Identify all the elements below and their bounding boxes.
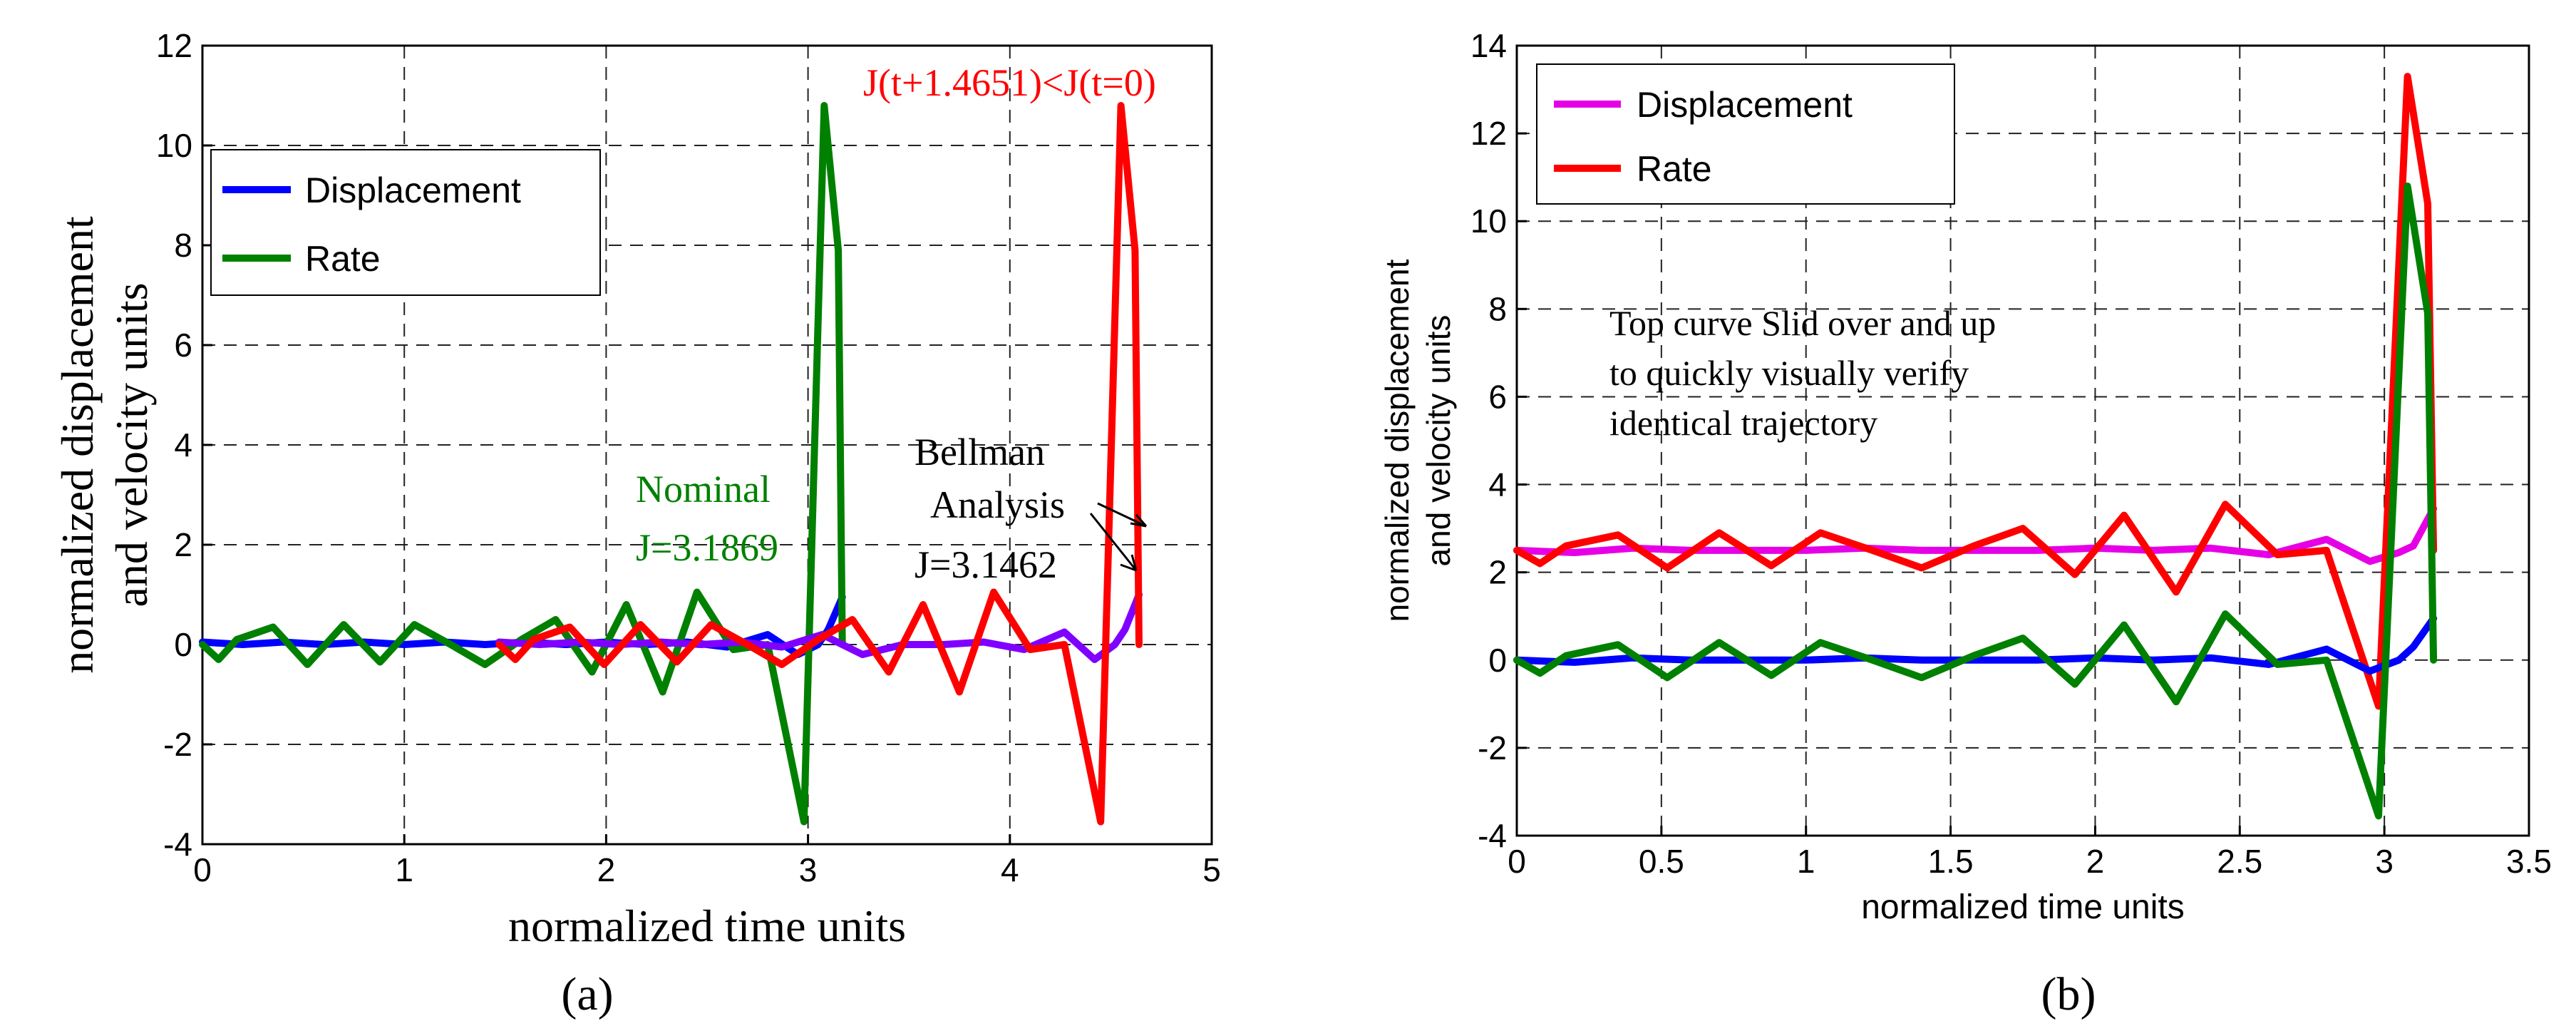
panel-a-x-tick-label: 3 (799, 851, 818, 888)
panel-b-y-tick-label: 2 (1488, 554, 1507, 591)
panel-a-series (199, 102, 1143, 826)
panel-b-legend-label-1: Displacement (1637, 85, 1853, 125)
panel-b-legend-label-2: Rate (1637, 149, 1712, 189)
annotation-nominal-cost: J=3.1869 (636, 526, 778, 569)
panel-a-x-axis-title: normalized time units (508, 901, 906, 951)
panel-a-y-tick-label: 0 (174, 626, 192, 663)
panel-a-y-tick-label: 2 (174, 526, 192, 563)
panel-b-x-axis-title: normalized time units (1861, 888, 2185, 926)
panel-a-y-ticks: -4 -2 0 2 4 6 8 10 12 (156, 27, 212, 863)
annotation-bellman-cost: J=3.1462 (915, 543, 1057, 586)
annotation-bellman-improvement: J(t+1.4651)<J(t=0) (863, 61, 1156, 104)
panel-b-x-tick-label: 2.5 (2217, 843, 2262, 880)
panel-a-y-tick-label: -2 (163, 726, 192, 763)
panel-a-y-tick-label: 10 (156, 127, 192, 164)
annotation-bellman: Bellman (915, 431, 1045, 473)
panel-a-x-tick-label: 2 (597, 851, 616, 888)
panel-a-series-rate-nominal (199, 102, 846, 826)
panel-a-x-ticks: 0 1 2 3 4 5 (193, 834, 1221, 888)
panel-a-y-tick-label: -4 (163, 826, 192, 863)
panel-b-x-tick-label: 1 (1797, 843, 1815, 880)
panel-b-y-ticks: -4 -2 0 2 4 6 8 10 12 14 (1470, 27, 1527, 854)
panel-a-y-axis-title-line-2: and velocity units (106, 282, 157, 607)
panel-a-y-tick-label: 6 (174, 327, 192, 364)
panel-b-y-axis-title: normalized displacement and velocity uni… (1379, 259, 1457, 622)
panel-b-legend: Displacement Rate (1536, 63, 1955, 205)
panel-a-y-tick-label: 12 (156, 27, 192, 64)
panel-a-x-tick-label: 0 (193, 851, 212, 888)
panel-b-y-tick-label: -4 (1478, 817, 1507, 854)
panel-a-legend-label-2: Rate (305, 239, 381, 279)
annotation-top-curve: Top curve Slid over and up (1609, 303, 1996, 343)
panel-a-y-tick-label: 4 (174, 426, 192, 463)
panel-a-x-tick-label: 1 (395, 851, 413, 888)
panel-b-y-tick-label: 0 (1488, 642, 1507, 679)
panel-b-y-tick-label: -2 (1478, 729, 1507, 766)
panel-b-y-tick-label: 4 (1488, 466, 1507, 503)
panel-b-y-tick-label: 8 (1488, 290, 1507, 327)
panel-a-grid (202, 46, 1212, 844)
panel-b-y-axis-title-line-2: and velocity units (1420, 315, 1457, 567)
panel-a-y-axis-title: normalized displacement and velocity uni… (52, 216, 157, 674)
panel-a-y-axis-title-line-1: normalized displacement (52, 216, 103, 674)
panel-b-series (1513, 73, 2438, 820)
panel-a-legend-box (210, 149, 601, 296)
annotation-analysis: Analysis (930, 483, 1065, 526)
panel-b-y-tick-label: 14 (1470, 27, 1507, 64)
annotation-arrows (1089, 502, 1148, 572)
panel-a-y-tick-label: 8 (174, 227, 192, 264)
panel-b-y-tick-label: 10 (1470, 202, 1507, 240)
panel-b-x-tick-label: 3.5 (2506, 843, 2552, 880)
panel-b-x-tick-label: 2 (2086, 843, 2105, 880)
panel-a-x-tick-label: 4 (1001, 851, 1019, 888)
panel-b-x-tick-label: 1.5 (1928, 843, 1974, 880)
panel-b-legend-box (1536, 63, 1955, 205)
panel-b-x-tick-label: 0 (1508, 843, 1526, 880)
panel-b-frame (1515, 44, 2530, 837)
panel-a-legend: Displacement Rate (210, 149, 601, 296)
panel-b-x-tick-label: 3 (2375, 843, 2394, 880)
panel-b: 0 0.5 1 1.5 2 2.5 3 3.5 -4 -2 0 2 4 6 8 10 12 14 Displac… (1379, 27, 2552, 1020)
panel-a-legend-label-1: Displacement (305, 170, 521, 210)
annotation-identical-trajectory: identical trajectory (1609, 403, 1877, 443)
panel-a-x-tick-label: 5 (1202, 851, 1221, 888)
panel-b-series-rate-nominal (1513, 183, 2438, 820)
panel-b-y-tick-label: 12 (1470, 115, 1507, 152)
panel-b-series-rate-shifted (1513, 73, 2438, 710)
annotation-quick-verify: to quickly visually verify (1609, 353, 1969, 393)
annotation-nominal: Nominal (636, 468, 771, 511)
panel-b-x-ticks: 0 0.5 1 1.5 2 2.5 3 3.5 (1508, 826, 2552, 880)
panel-a-label: (a) (561, 968, 613, 1020)
panel-b-y-tick-label: 6 (1488, 378, 1507, 415)
panel-b-label: (b) (2041, 968, 2096, 1020)
panel-b-x-tick-label: 0.5 (1639, 843, 1684, 880)
panel-b-y-axis-title-line-1: normalized displacement (1379, 259, 1416, 622)
panel-a-series-rate-bellman (495, 102, 1143, 826)
